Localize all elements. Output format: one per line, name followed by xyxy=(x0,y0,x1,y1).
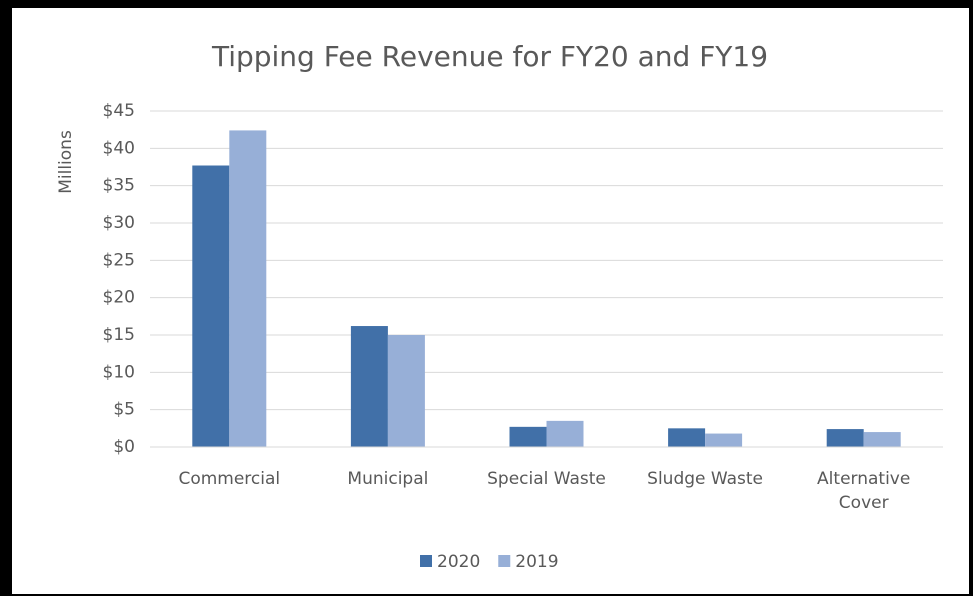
y-tick-label: $0 xyxy=(113,437,135,457)
chart-title: Tipping Fee Revenue for FY20 and FY19 xyxy=(211,40,768,73)
x-tick-label: Special Waste xyxy=(487,469,606,489)
legend-swatch xyxy=(498,555,511,567)
x-tick-label: Municipal xyxy=(347,469,429,489)
x-tick-label: Alternative Cover xyxy=(817,469,911,513)
x-tick-label: Sludge Waste xyxy=(647,469,764,489)
legend-label: 2020 xyxy=(437,552,480,572)
y-tick-label: $35 xyxy=(103,176,135,196)
y-tick-label: $40 xyxy=(103,138,135,158)
legend-label: 2019 xyxy=(515,552,558,572)
bar xyxy=(668,428,706,447)
bar xyxy=(229,130,267,447)
bar xyxy=(350,326,388,447)
y-tick-label: $25 xyxy=(103,250,135,270)
y-tick-label: $45 xyxy=(103,101,135,121)
bar xyxy=(509,426,547,447)
bar xyxy=(863,432,901,447)
bar xyxy=(387,335,425,447)
x-tick-label: Commercial xyxy=(178,469,281,489)
y-tick-label: $15 xyxy=(103,325,135,345)
y-tick-label: $30 xyxy=(103,213,135,233)
legend-swatch xyxy=(420,555,432,567)
y-tick-label: $10 xyxy=(103,362,135,382)
bar xyxy=(546,420,584,447)
bar xyxy=(826,429,864,447)
y-tick-label: $20 xyxy=(103,288,135,308)
y-tick-label: $5 xyxy=(113,400,135,420)
bar xyxy=(705,433,743,447)
y-axis-label: Millions xyxy=(56,130,76,194)
bar xyxy=(192,165,230,448)
